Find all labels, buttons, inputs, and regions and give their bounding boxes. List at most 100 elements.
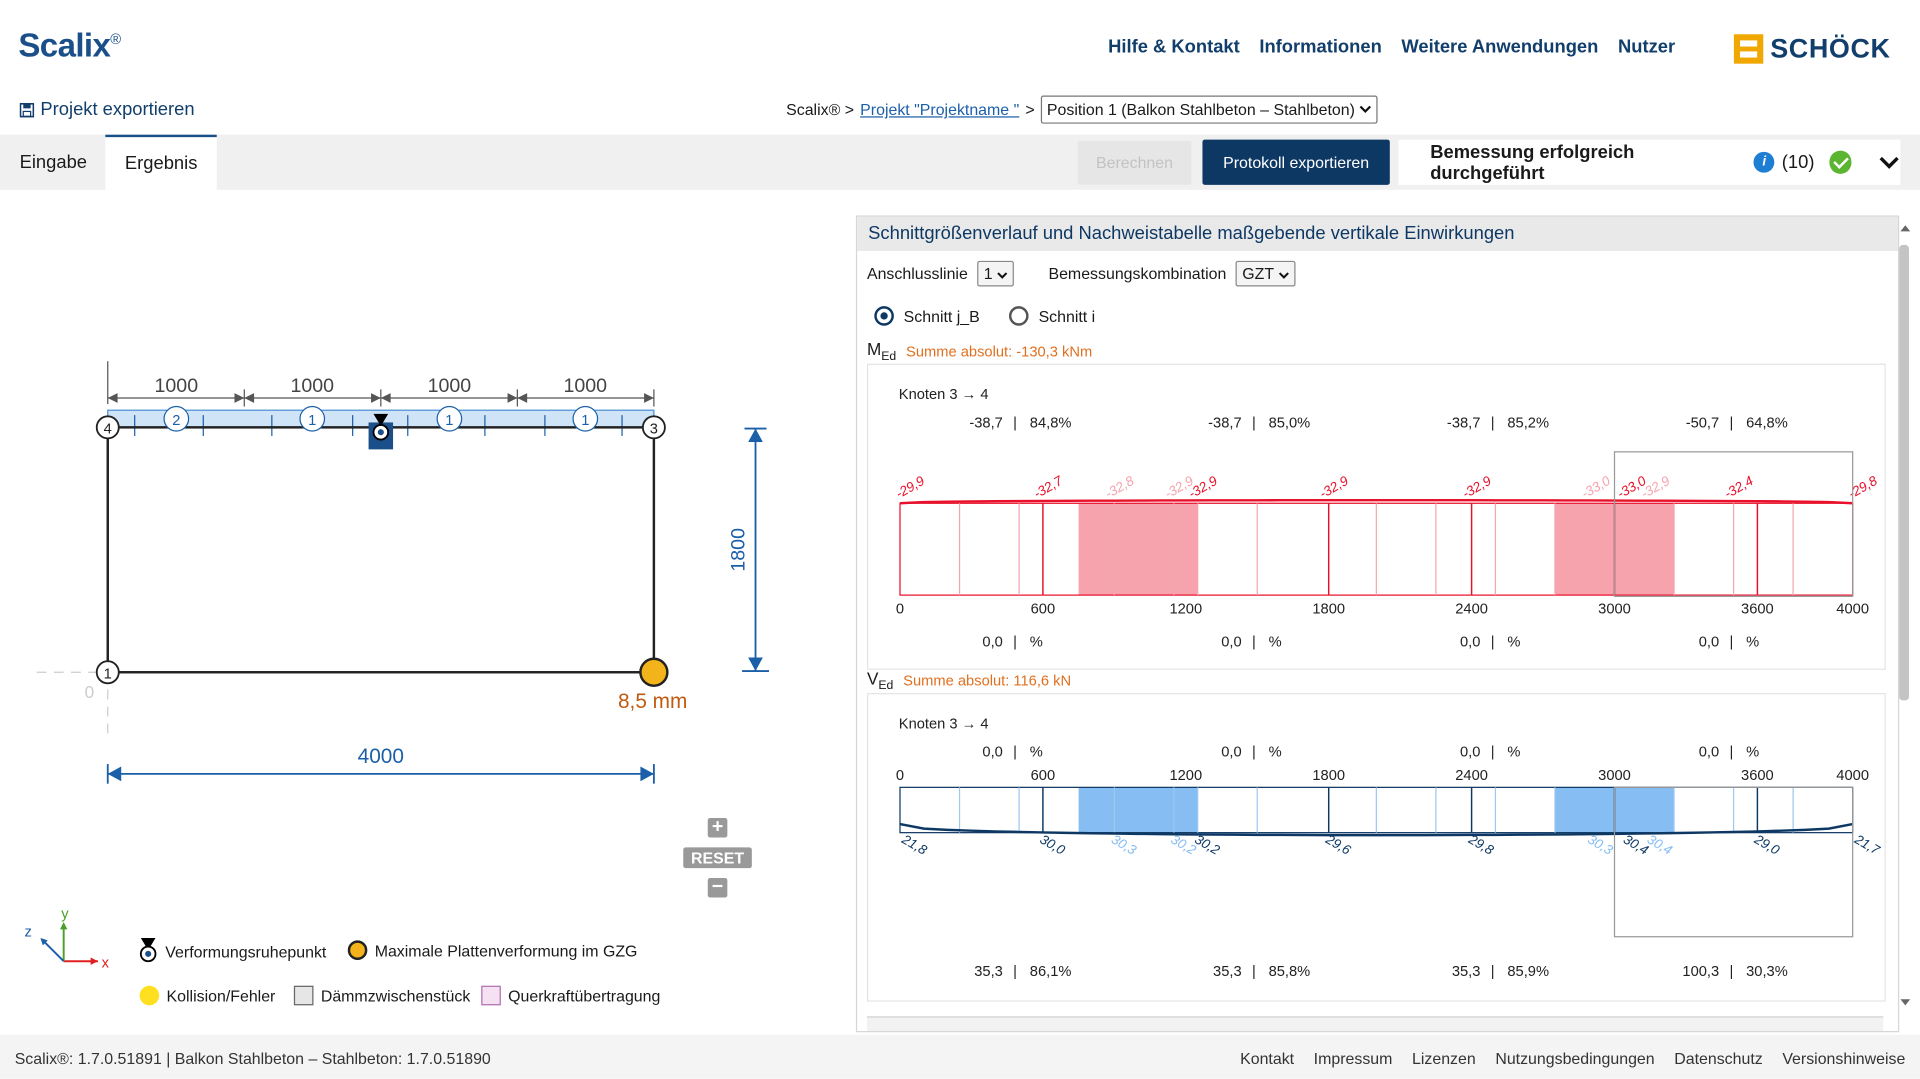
top-value: -38,7	[1447, 415, 1480, 431]
calculate-button[interactable]: Berechnen	[1077, 140, 1192, 185]
bottom-value: 100,3	[1682, 964, 1719, 980]
export-protocol-button[interactable]: Protokoll exportieren	[1202, 139, 1390, 185]
span-label: 1000	[155, 375, 199, 397]
ved-header: VEd Summe absolut: 116,6 kN	[867, 669, 1071, 693]
bottom-percent: 85,9%	[1507, 964, 1549, 980]
ved-chart[interactable]: Knoten 3 → 4 0,0 |% 0,0 |% 0,0 |% 0,0 | % 35,3 | 86,…	[868, 694, 1884, 1000]
tab-result[interactable]: Ergebnis	[105, 134, 217, 190]
nav-user[interactable]: Nutzer	[1617, 36, 1676, 58]
nav-info[interactable]: Informationen	[1259, 36, 1382, 58]
schoeck-mark-icon	[1733, 34, 1763, 64]
axis-y-label: y	[61, 906, 69, 922]
legend-label: Querkraftübertragung	[508, 986, 661, 1005]
footer-link-imprint[interactable]: Impressum	[1313, 1049, 1393, 1068]
nav-apps[interactable]: Weitere Anwendungen	[1401, 36, 1599, 58]
zoom-controls: + RESET −	[683, 817, 752, 898]
ved-sum: Summe absolut: 116,6 kN	[903, 672, 1072, 690]
combination-select[interactable]: GZT	[1236, 260, 1296, 287]
x-tick-label: 3000	[1598, 601, 1631, 617]
radio-section-i-label[interactable]: Schnitt i	[1038, 306, 1096, 326]
chevron-down-icon	[1278, 272, 1289, 279]
nav-help[interactable]: Hilfe & Kontakt	[1108, 36, 1240, 58]
results-panel: Schnittgrößenverlauf und Nachweistabelle…	[855, 215, 1900, 1033]
top-value: -38,7	[969, 415, 1002, 431]
schoeck-logo[interactable]: SCHÖCK	[1733, 33, 1890, 65]
value-separator: |	[1252, 964, 1256, 980]
node-label: 1	[104, 666, 112, 682]
top-value: 0,0	[1460, 745, 1480, 761]
radio-section-jb-label[interactable]: Schnitt j_B	[903, 306, 980, 326]
point-label: 30,3	[1585, 832, 1616, 858]
bottom-percent: 85,8%	[1269, 964, 1311, 980]
footer-link-licenses[interactable]: Lizenzen	[1412, 1049, 1476, 1068]
check-icon	[1829, 150, 1852, 174]
scalix-logo[interactable]: Scalix®	[18, 26, 121, 65]
top-percent: 85,2%	[1507, 415, 1549, 431]
max-deflection-legend-icon	[347, 940, 368, 961]
footer-link-contact[interactable]: Kontakt	[1240, 1049, 1295, 1068]
legend-label: Dämmzwischenstück	[320, 986, 471, 1005]
deflection-value: 8,5 mm	[618, 690, 687, 713]
height-dimension: 1800	[727, 528, 749, 572]
result-curve	[899, 822, 1853, 837]
point-label: -32,7	[1031, 473, 1066, 502]
brand-text: SCHÖCK	[1770, 33, 1891, 64]
table-header-strip	[866, 1016, 1884, 1032]
zoom-in-button[interactable]: +	[707, 817, 728, 838]
value-separator: |	[1730, 745, 1734, 761]
slab-drawing[interactable]: 1000 1000 1000 1000 2 1 1 1	[0, 190, 845, 1035]
collision-legend-icon	[139, 985, 160, 1006]
med-chart[interactable]: Knoten 3 → 4 -38,7 | 84,8% -38,7 | 85,0% -38,7 |…	[868, 365, 1884, 669]
top-percent: %	[1746, 745, 1759, 761]
combination-value: GZT	[1242, 264, 1274, 283]
shear-legend-icon	[481, 985, 501, 1006]
point-label: -32,9	[1186, 473, 1221, 502]
radio-section-i[interactable]	[1009, 306, 1029, 326]
x-tick-label: 1200	[1169, 768, 1202, 784]
legend-deformation-point: Verformungsruhepunkt	[138, 937, 326, 965]
scrollbar-thumb[interactable]	[1899, 244, 1909, 701]
export-project-link[interactable]: Projekt exportieren	[19, 99, 195, 120]
point-label: -32,8	[1102, 473, 1137, 502]
info-icon[interactable]: i	[1754, 151, 1775, 173]
save-icon	[19, 102, 35, 117]
point-label: 29,0	[1751, 831, 1782, 858]
reset-button[interactable]: RESET	[683, 847, 752, 869]
deformation-point-icon[interactable]	[368, 413, 394, 450]
tab-input[interactable]: Eingabe	[19, 151, 88, 173]
breadcrumb-project-link[interactable]: Projekt "Projektname "	[860, 100, 1020, 119]
bottom-percent: 30,3%	[1746, 964, 1788, 980]
point-label: -32,4	[1722, 473, 1756, 501]
legend-insulation: Dämmzwischenstück	[293, 985, 471, 1006]
element-label: 1	[308, 413, 316, 429]
ved-subscript: Ed	[878, 679, 894, 693]
logo-text: Scalix	[18, 26, 111, 64]
version-text: Scalix®: 1.7.0.51891 | Balkon Stahlbeton…	[14, 1049, 491, 1068]
zoom-out-button[interactable]: −	[707, 877, 728, 898]
x-tick-label: 4000	[1836, 601, 1869, 617]
section-radio-group: Schnitt j_B Schnitt i	[874, 306, 1095, 326]
legend-shear: Querkraftübertragung	[481, 985, 661, 1006]
x-tick-label: 1200	[1169, 601, 1202, 617]
footer-link-terms[interactable]: Nutzungsbedingungen	[1495, 1049, 1655, 1068]
slab-outline[interactable]	[106, 426, 656, 674]
connection-line-value: 1	[983, 264, 993, 283]
max-deflection-icon[interactable]	[639, 657, 669, 687]
position-select[interactable]: Position 1 (Balkon Stahlbeton – Stahlbet…	[1040, 95, 1379, 124]
point-label: 30,3	[1109, 832, 1140, 858]
breadcrumb: Scalix® > Projekt "Projektname " > Posit…	[786, 95, 1379, 124]
x-tick-label: 600	[1031, 768, 1056, 784]
x-tick-label: 3600	[1741, 768, 1774, 784]
chevron-down-icon	[997, 272, 1008, 279]
footer-link-releasenotes[interactable]: Versionshinweise	[1782, 1049, 1906, 1068]
radio-section-jb[interactable]	[874, 306, 894, 326]
med-subscript: Ed	[881, 349, 897, 364]
tab-bar: Eingabe Ergebnis Berechnen Protokoll exp…	[0, 134, 1920, 190]
status-bar[interactable]: Bemessung erfolgreich durchgeführt i (10…	[1398, 139, 1901, 185]
footer-link-privacy[interactable]: Datenschutz	[1674, 1049, 1763, 1068]
top-percent: %	[1269, 745, 1282, 761]
point-label: -32,9	[1638, 473, 1673, 502]
chevron-down-icon[interactable]	[1879, 155, 1901, 170]
scrollbar[interactable]	[1899, 224, 1911, 1008]
connection-line-select[interactable]: 1	[977, 260, 1015, 287]
